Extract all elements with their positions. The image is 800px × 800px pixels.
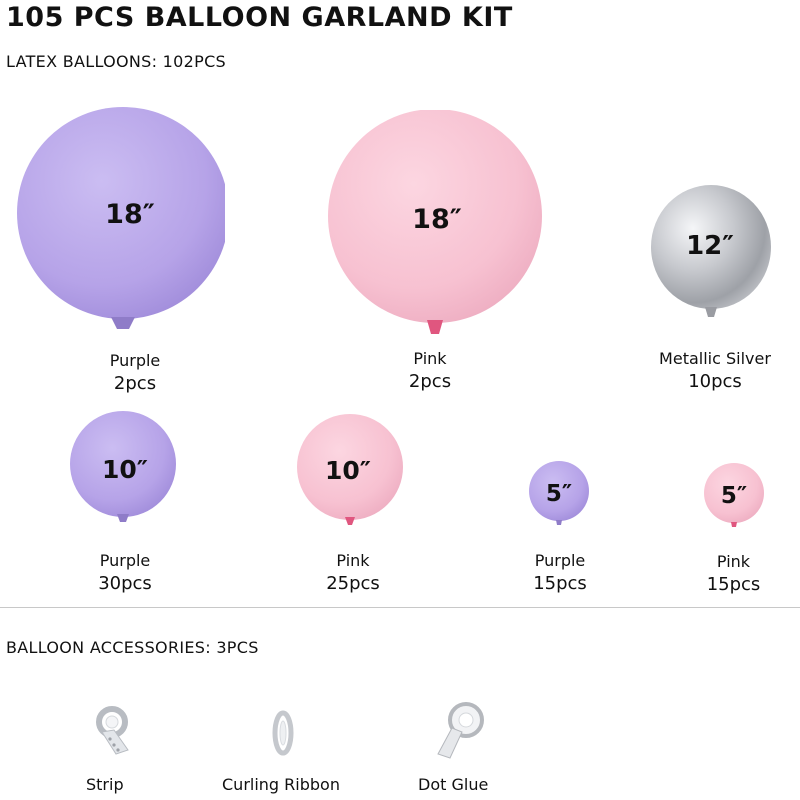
accessory-label: Strip xyxy=(86,775,124,794)
balloon-name: Purple xyxy=(534,551,586,570)
balloon-caption: Purple 2pcs xyxy=(45,350,225,396)
balloon-quantity: 15pcs xyxy=(706,574,761,595)
balloon-caption: Purple 15pcs xyxy=(490,550,630,596)
balloon-quantity: 25pcs xyxy=(326,573,380,594)
balloon-caption: Purple 30pcs xyxy=(45,550,205,596)
section-divider xyxy=(0,607,800,608)
balloon-caption: Metallic Silver 10pcs xyxy=(630,348,800,394)
balloon-size-label: 18″ xyxy=(412,204,462,235)
balloon-quantity: 10pcs xyxy=(688,371,742,392)
balloon-quantity: 30pcs xyxy=(98,573,152,594)
balloon-quantity: 2pcs xyxy=(408,371,452,392)
latex-section-heading: LATEX BALLOONS: 102PCS xyxy=(6,52,226,71)
balloon-quantity: 2pcs xyxy=(113,373,157,394)
balloon-quantity: 15pcs xyxy=(533,573,587,594)
balloon-name: Purple xyxy=(99,551,151,570)
balloon-name: Pink xyxy=(336,551,370,570)
balloon-size-label: 10″ xyxy=(325,456,371,485)
balloon-purple-18: 18″ xyxy=(17,107,225,329)
strip-roll-icon xyxy=(96,706,129,755)
accessory-label: Dot Glue xyxy=(418,775,489,794)
balloon-size-label: 12″ xyxy=(686,231,734,261)
balloon-name: Metallic Silver xyxy=(659,349,771,368)
glue-dot-roll-icon xyxy=(437,702,484,759)
balloon-pink-10: 10″ xyxy=(297,414,403,525)
balloon-caption: Pink 15pcs xyxy=(667,551,800,597)
balloon-name: Purple xyxy=(109,351,161,370)
balloon-caption: Pink 2pcs xyxy=(340,348,520,394)
accessory-label: Curling Ribbon xyxy=(222,775,340,794)
balloon-pink-5: 5″ xyxy=(704,463,764,527)
balloon-purple-5: 5″ xyxy=(529,461,589,525)
balloon-purple-10: 10″ xyxy=(70,411,176,522)
balloon-pink-18: 18″ xyxy=(328,110,542,334)
balloon-size-label: 10″ xyxy=(102,455,148,484)
accessories-section-heading: BALLOON ACCESSORIES: 3PCS xyxy=(6,638,259,657)
balloon-name: Pink xyxy=(413,349,447,368)
page-title: 105 PCS BALLOON GARLAND KIT xyxy=(6,2,513,33)
balloon-name: Pink xyxy=(716,552,751,571)
balloon-silver-12: 12″ xyxy=(651,185,771,317)
balloon-size-label: 18″ xyxy=(105,199,155,230)
balloon-caption: Pink 25pcs xyxy=(273,550,433,596)
balloon-size-label: 5″ xyxy=(721,483,747,509)
ribbon-spool-icon xyxy=(272,710,294,756)
balloon-size-label: 5″ xyxy=(546,481,572,507)
